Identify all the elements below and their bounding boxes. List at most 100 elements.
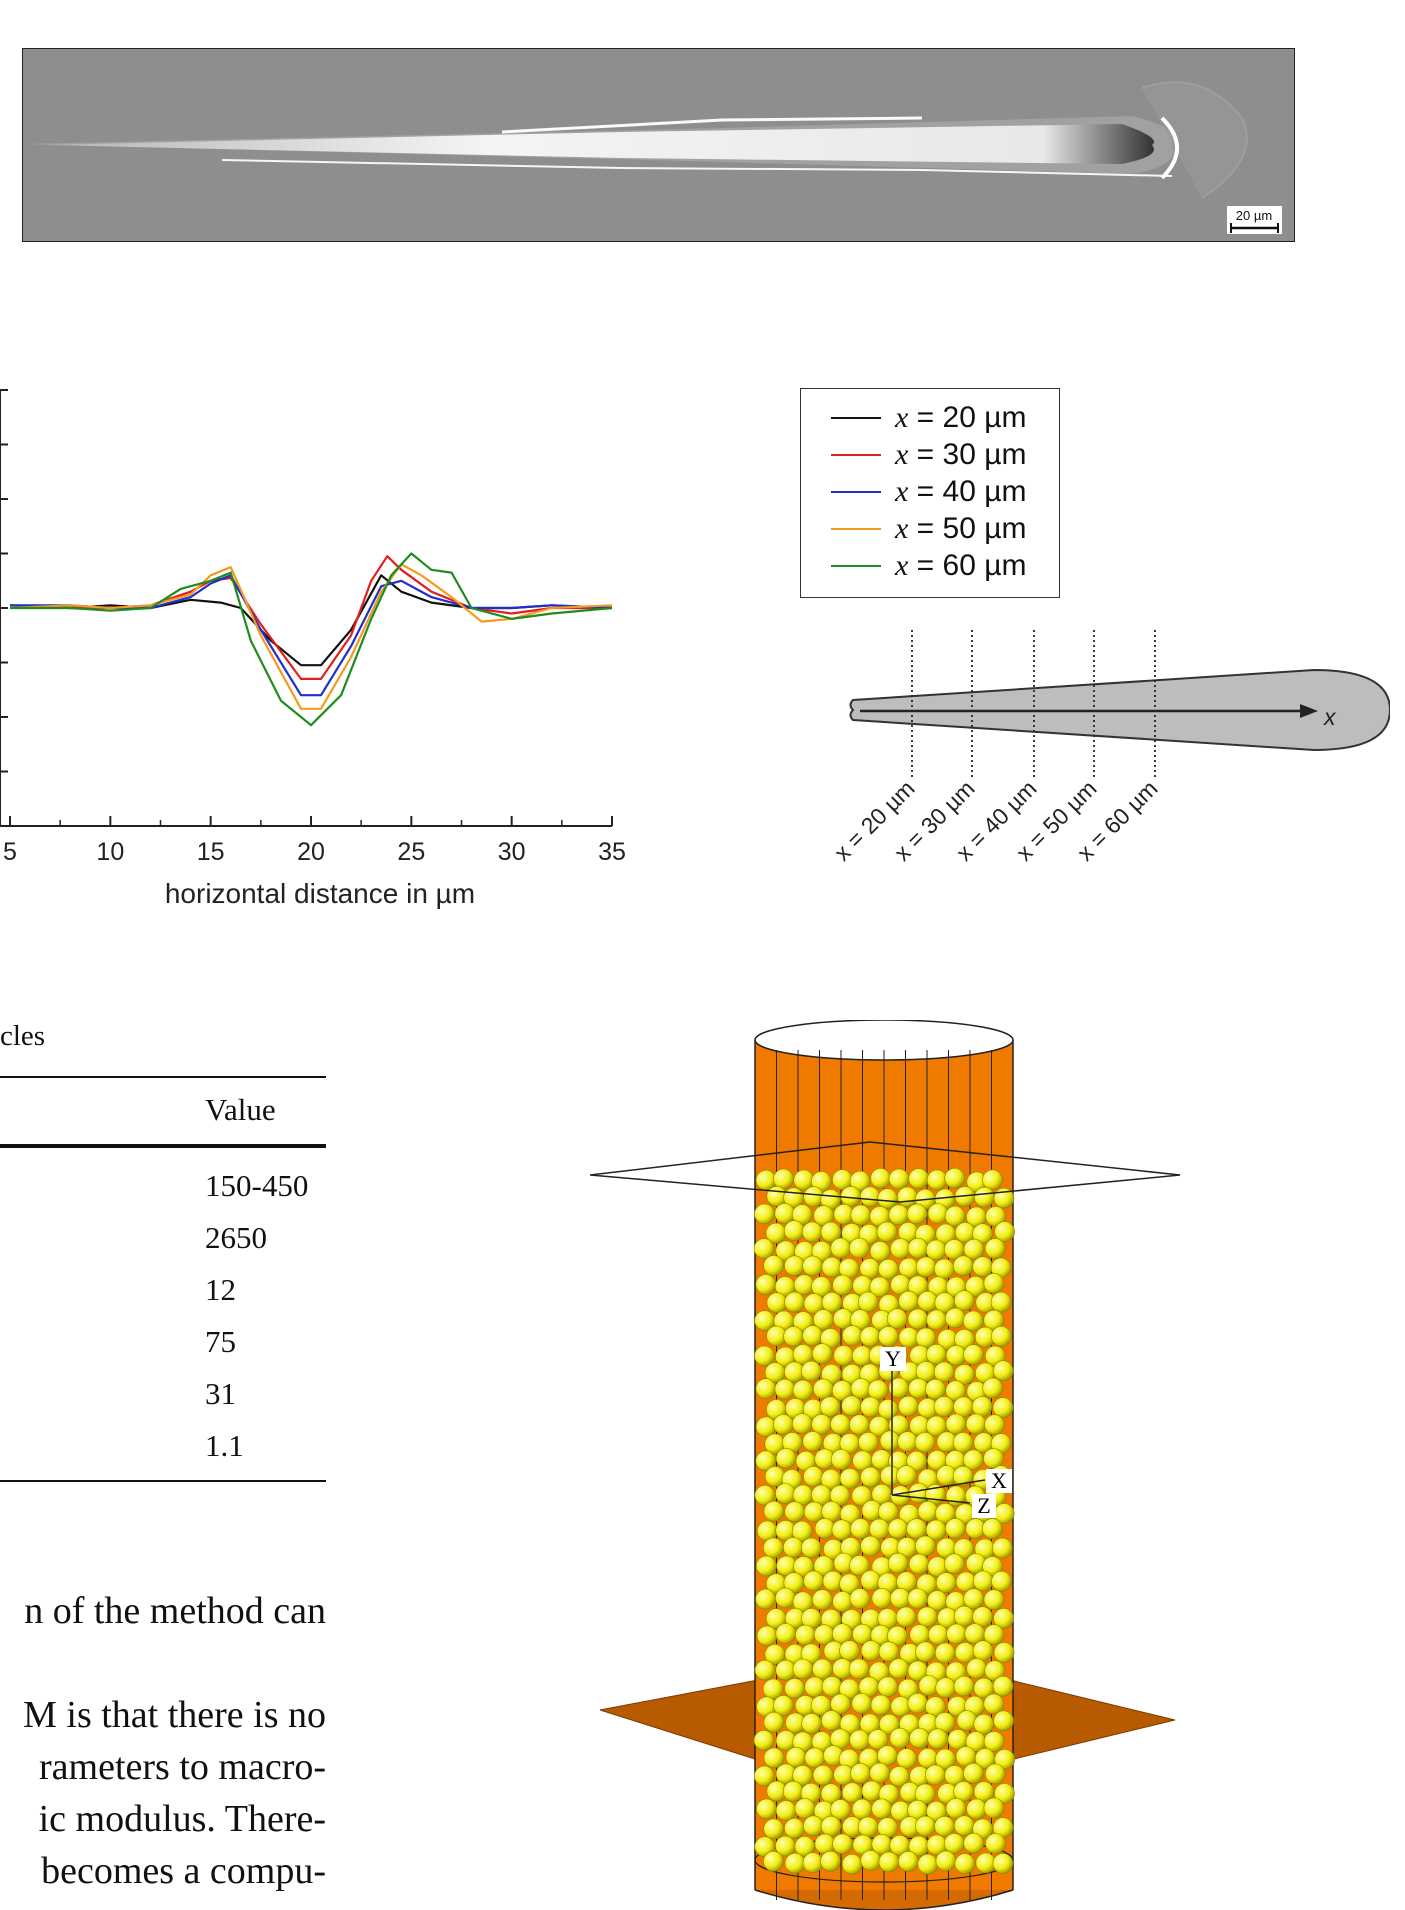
particle [908, 1168, 930, 1189]
particle [784, 1291, 805, 1313]
particle [831, 1519, 853, 1541]
particle [992, 1675, 1014, 1697]
particle [933, 1396, 955, 1417]
particle [857, 1291, 879, 1313]
particle [754, 1765, 775, 1787]
particle [794, 1835, 816, 1857]
particle [925, 1378, 946, 1400]
table-caption: cles [0, 1020, 46, 1052]
parameter-table: cles Value 150-450 2650 12 75 31 1.1 [0, 1020, 326, 1500]
particle [907, 1308, 929, 1330]
legend-label: x = 20 µm [895, 401, 1027, 434]
groove-schematic: x x = 20 µmx = 30 µmx = 40 µmx = 50 µmx … [830, 630, 1390, 866]
chart-ticks: 5 10 15 20 25 30 35 [0, 389, 626, 866]
particle [803, 1815, 824, 1837]
particle [944, 1205, 966, 1227]
particle [888, 1765, 910, 1787]
particle [897, 1431, 918, 1452]
particle [812, 1343, 833, 1364]
particle [926, 1169, 948, 1191]
particle [783, 1326, 804, 1347]
particle [849, 1414, 870, 1436]
particle [841, 1853, 863, 1875]
particle [956, 1710, 978, 1731]
particle [972, 1640, 994, 1662]
particle [992, 1397, 1014, 1418]
particle [934, 1642, 956, 1664]
particle [914, 1535, 936, 1557]
particle [832, 1833, 853, 1855]
particle [992, 1537, 1013, 1559]
particle [985, 1206, 1007, 1227]
particle [820, 1221, 842, 1243]
particle [832, 1274, 853, 1296]
particle [916, 1606, 938, 1628]
particle [934, 1815, 955, 1837]
particle [784, 1852, 806, 1874]
particle [858, 1431, 879, 1453]
particle [775, 1483, 796, 1504]
particle [983, 1797, 1005, 1819]
particle [820, 1850, 841, 1872]
particle [802, 1325, 823, 1346]
particle [850, 1204, 872, 1226]
particle [944, 1167, 966, 1189]
particle [945, 1413, 967, 1435]
particle [860, 1570, 882, 1591]
particle [907, 1588, 929, 1609]
particle [906, 1203, 928, 1225]
particle [983, 1589, 1005, 1611]
legend-swatch [831, 417, 881, 419]
particle [791, 1520, 813, 1542]
particle [983, 1624, 1005, 1645]
particle [830, 1237, 851, 1259]
particle [993, 1642, 1015, 1663]
particle [792, 1764, 813, 1786]
particle [878, 1326, 899, 1347]
particle [983, 1693, 1005, 1715]
table-value-cell: 31 [205, 1376, 236, 1411]
particle [878, 1258, 899, 1280]
particle [773, 1695, 794, 1716]
particle [895, 1606, 917, 1628]
particle [869, 1276, 891, 1298]
particle [973, 1781, 995, 1802]
table-header-value: Value [205, 1092, 276, 1127]
particle [754, 1345, 775, 1367]
particle [935, 1677, 957, 1699]
particle [859, 1186, 881, 1208]
x-tick-label: 15 [197, 838, 225, 866]
particle [876, 1221, 898, 1243]
particle [860, 1535, 881, 1557]
scale-bar-label: 20 µm [1236, 208, 1272, 223]
particle [755, 1416, 777, 1438]
particle [992, 1853, 1014, 1874]
particle [879, 1430, 901, 1452]
particle-bed [753, 1167, 1016, 1875]
legend-item: x = 50 µm [831, 512, 1027, 546]
particle [974, 1186, 995, 1208]
series-line [10, 552, 613, 727]
table-value-cell: 75 [205, 1324, 236, 1359]
particle [774, 1378, 796, 1400]
legend-swatch [831, 491, 881, 493]
particle [803, 1186, 824, 1207]
particle [774, 1203, 796, 1224]
particle [842, 1325, 863, 1346]
particle [804, 1747, 826, 1769]
x-axis-symbol: x [1323, 704, 1337, 730]
particle [897, 1186, 918, 1208]
particle [953, 1781, 974, 1802]
particle [802, 1852, 824, 1873]
particle [927, 1624, 949, 1646]
profile-chart: 5 10 15 20 25 30 35 horizontal distance in µm [0, 389, 626, 909]
particle [935, 1748, 956, 1770]
table-top-rule [0, 1076, 326, 1078]
particle [878, 1851, 900, 1873]
particle [820, 1815, 842, 1837]
particle [877, 1676, 899, 1698]
table-value-cell: 1.1 [205, 1428, 244, 1463]
particle [888, 1168, 910, 1190]
particle [889, 1727, 911, 1749]
particle [972, 1256, 994, 1277]
